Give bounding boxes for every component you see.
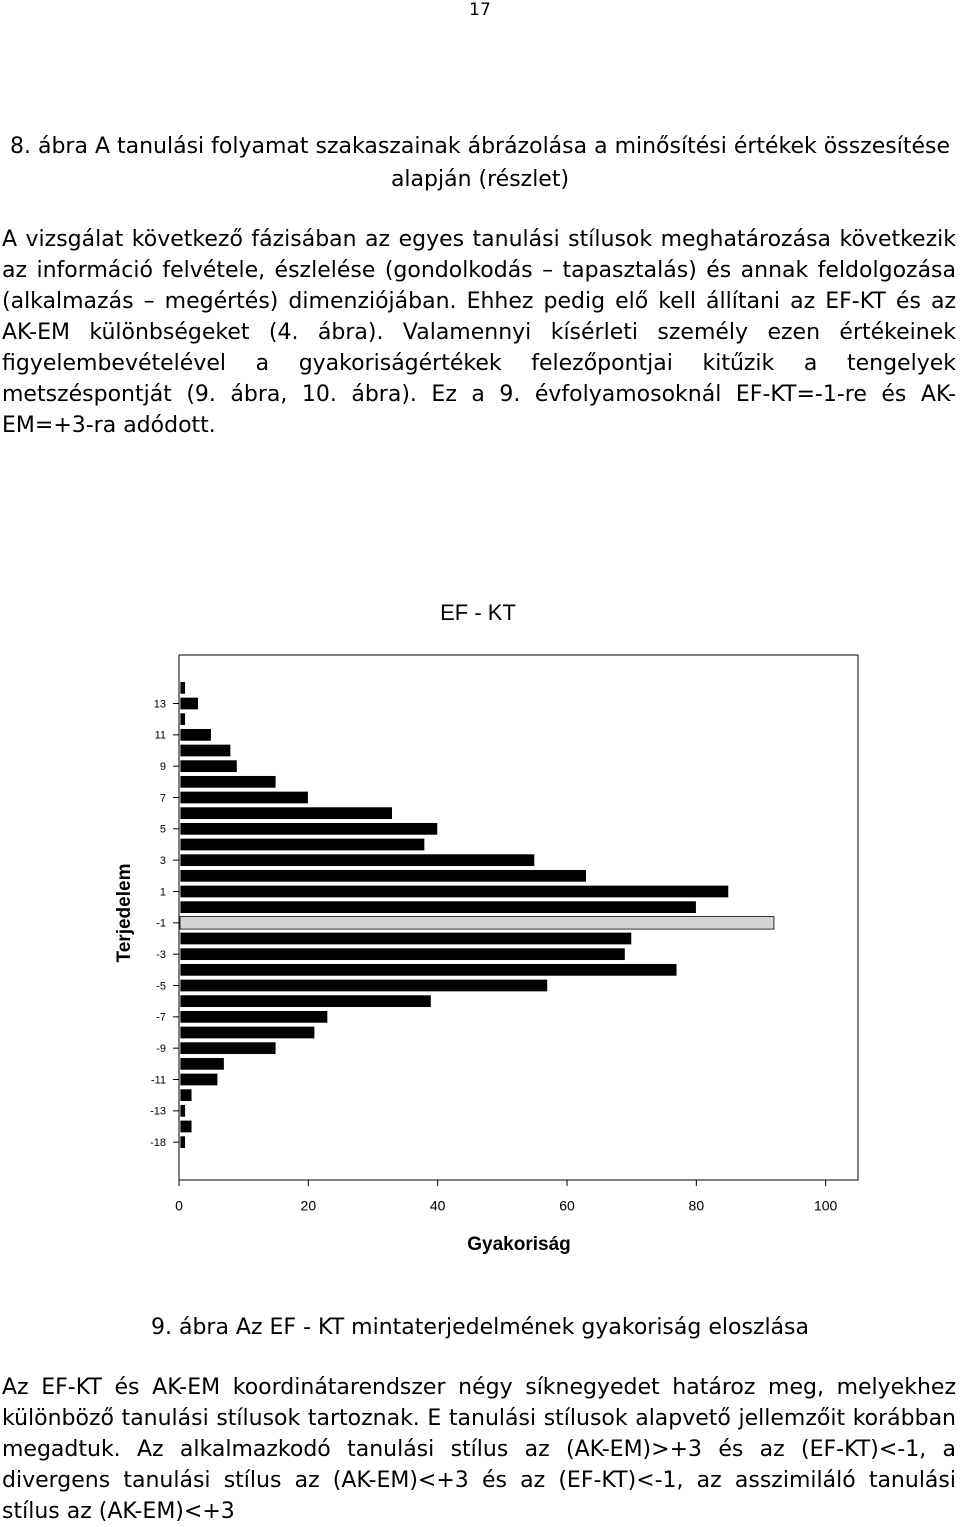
y-tick-label: -9 (156, 1043, 166, 1055)
bar (179, 790, 309, 805)
bar (179, 822, 439, 836)
y-tick-label: 7 (160, 792, 166, 804)
bar (179, 1025, 316, 1040)
chart-title: EF - KT (440, 600, 516, 625)
bar (179, 884, 730, 899)
y-axis-label: Terjedelem (114, 864, 135, 963)
bar (179, 1119, 193, 1134)
y-tick-label: 9 (160, 761, 166, 773)
y-tick-label: -13 (150, 1106, 166, 1118)
x-tick-label: 40 (430, 1198, 446, 1214)
x-tick-label: 60 (559, 1198, 575, 1214)
y-tick-label: 1 (160, 886, 166, 898)
bar (179, 759, 238, 773)
paragraph: Az EF-KT és AK-EM koordinátarendszer nég… (2, 1375, 956, 1524)
bar (179, 1072, 219, 1087)
y-tick-label: -3 (156, 949, 166, 961)
bar (179, 1088, 193, 1102)
bar (179, 900, 697, 914)
bar (179, 1057, 225, 1071)
figure-caption: 9. ábra Az EF - KT mintaterjedelmének gy… (150, 1315, 809, 1340)
y-tick-label: 3 (160, 855, 166, 867)
plot-frame (178, 654, 859, 1181)
bar (179, 1010, 329, 1024)
bar (179, 869, 587, 883)
bar (179, 837, 426, 852)
bar (179, 853, 536, 867)
bar (179, 681, 186, 695)
bar (179, 743, 232, 758)
bar (179, 994, 432, 1008)
y-tick-label: -7 (156, 1012, 166, 1024)
bar (179, 696, 199, 711)
figure-caption: 8. ábra A tanulási folyamat szakaszainak… (10, 134, 950, 192)
bar (179, 947, 626, 961)
bar (179, 963, 678, 977)
page-number: 17 (469, 0, 491, 20)
bar (179, 728, 212, 742)
x-tick-label: 100 (814, 1198, 838, 1214)
bar (179, 978, 549, 993)
x-axis-label: Gyakoriság (467, 1234, 571, 1255)
x-tick-label: 0 (175, 1198, 183, 1214)
bar (179, 916, 775, 930)
bar (179, 775, 277, 789)
y-tick-label: -1 (156, 918, 166, 930)
bar (179, 712, 186, 726)
bar (179, 931, 633, 946)
y-tick-label: 5 (160, 824, 166, 836)
y-tick-label: -18 (150, 1137, 166, 1149)
y-tick-label: 13 (154, 698, 166, 710)
chart: EF - KT Terjedelem Gyakoriság 0 20 40 60 80 1… (114, 600, 859, 1255)
y-tick-label: -5 (156, 980, 166, 992)
y-tick-label: 11 (155, 730, 166, 742)
bar (179, 1041, 277, 1055)
x-tick-label: 20 (301, 1198, 317, 1214)
x-tick-label: 80 (689, 1198, 705, 1214)
bar (179, 1104, 186, 1118)
y-tick-label: -11 (151, 1074, 166, 1086)
bar (179, 806, 393, 820)
paragraph: A vizsgálat következő fázisában az egyes… (2, 227, 956, 438)
bar (179, 1135, 186, 1149)
